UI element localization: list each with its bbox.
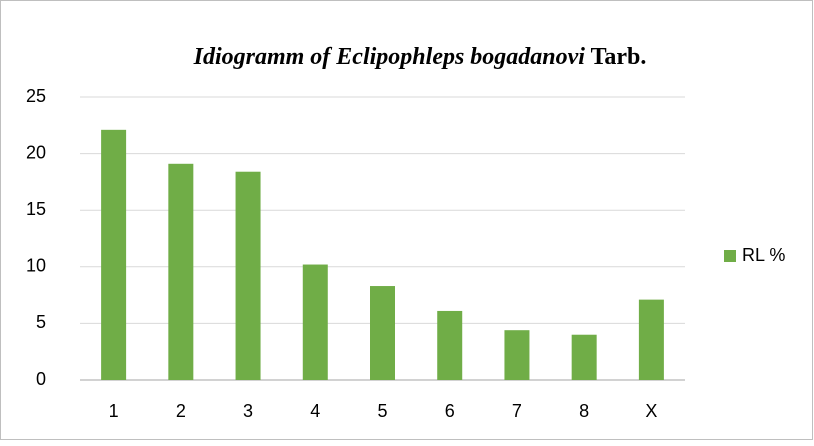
legend-swatch	[724, 250, 736, 262]
bar	[302, 264, 328, 380]
title-italic: Idiogramm of Eclipophleps bogadanovi	[193, 44, 586, 70]
x-tick-label: 1	[109, 401, 119, 421]
bar	[235, 171, 261, 380]
bar	[571, 334, 597, 380]
bar	[504, 330, 530, 380]
y-tick-label: 15	[26, 199, 46, 219]
bar	[638, 299, 664, 380]
x-tick-label: 7	[512, 401, 522, 421]
bar	[370, 286, 395, 380]
y-tick-label: 10	[26, 256, 46, 276]
x-tick-label: 2	[176, 401, 186, 421]
bar	[101, 129, 127, 380]
y-tick-label: 5	[36, 312, 46, 332]
chart-title: Idiogramm of Eclipophleps bogadanovi Tar…	[193, 44, 647, 70]
x-tick-label: 6	[445, 401, 455, 421]
y-tick-label: 20	[26, 142, 46, 162]
x-tick-label: 3	[243, 401, 253, 421]
x-tick-label: 8	[579, 401, 589, 421]
y-tick-label: 25	[26, 86, 46, 106]
x-tick-label: X	[645, 401, 657, 421]
y-tick-label: 0	[36, 369, 46, 389]
legend-label: RL %	[742, 245, 785, 265]
x-tick-label: 5	[377, 401, 387, 421]
x-tick-label: 4	[310, 401, 320, 421]
bar	[168, 163, 194, 380]
title-plain: Tarb.	[591, 44, 647, 70]
bar	[437, 310, 463, 380]
